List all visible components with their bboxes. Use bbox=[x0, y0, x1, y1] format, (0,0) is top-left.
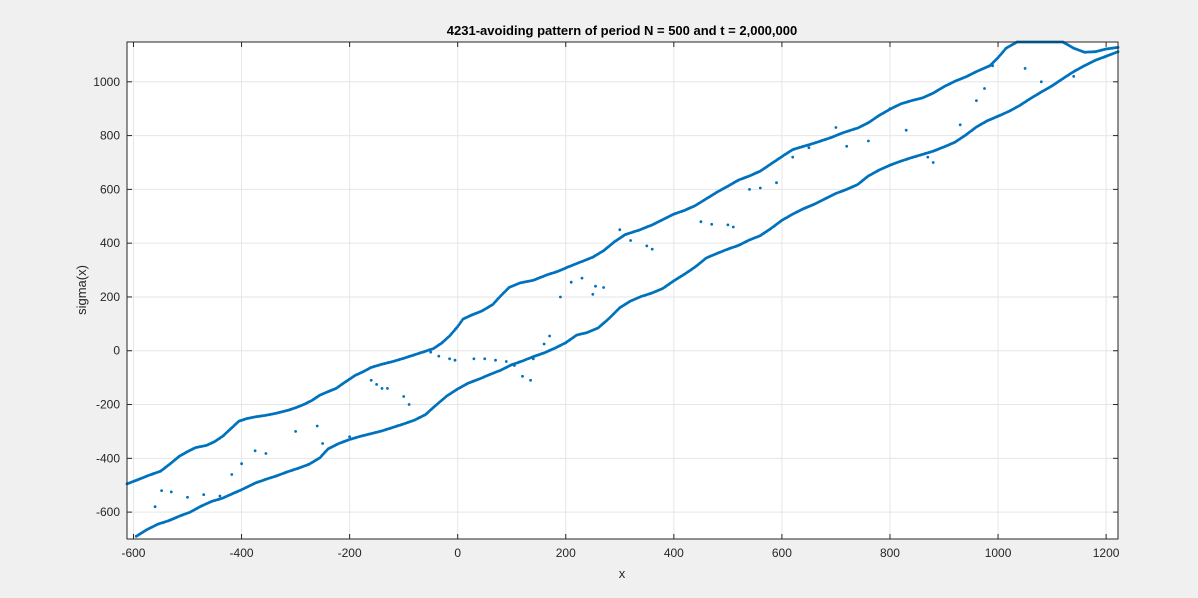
data-point bbox=[926, 155, 930, 159]
data-point bbox=[169, 490, 173, 494]
data-points bbox=[125, 40, 1120, 538]
data-point bbox=[407, 403, 411, 406]
data-point bbox=[448, 357, 451, 361]
y-tick-label: -600 bbox=[96, 505, 120, 519]
data-point bbox=[580, 276, 584, 280]
data-point bbox=[483, 357, 487, 361]
data-point bbox=[888, 107, 892, 111]
grid-lines bbox=[127, 42, 1118, 539]
data-point bbox=[731, 225, 735, 229]
y-tick-label: 1000 bbox=[93, 75, 120, 89]
data-point bbox=[650, 247, 654, 251]
data-point bbox=[710, 222, 714, 226]
data-point bbox=[807, 146, 811, 150]
y-axis-label: sigma(x) bbox=[74, 265, 89, 315]
data-point bbox=[775, 181, 778, 185]
data-point bbox=[153, 505, 157, 509]
data-point bbox=[369, 378, 373, 382]
data-point bbox=[230, 473, 234, 476]
plot-frame bbox=[126, 41, 1119, 540]
data-point bbox=[160, 489, 164, 492]
data-point bbox=[748, 188, 751, 191]
data-point bbox=[629, 239, 632, 242]
data-point bbox=[1039, 80, 1043, 84]
x-tick-label: 1000 bbox=[985, 546, 1012, 560]
y-tick-label: 200 bbox=[100, 290, 120, 304]
data-point bbox=[602, 286, 605, 289]
data-point bbox=[904, 128, 908, 132]
data-point bbox=[348, 435, 351, 439]
data-point bbox=[991, 64, 994, 68]
data-point bbox=[294, 430, 297, 433]
data-point bbox=[594, 284, 597, 288]
data-point bbox=[418, 416, 422, 419]
y-tick-label: 800 bbox=[100, 129, 120, 143]
data-point bbox=[240, 462, 244, 466]
data-point bbox=[537, 353, 541, 357]
data-point bbox=[542, 342, 546, 346]
data-point bbox=[548, 334, 551, 338]
data-point bbox=[845, 144, 849, 148]
x-tick-label: -400 bbox=[230, 546, 254, 560]
axis-ticks: -600 -400 -200 0 200 400 600 800 1000 1200 -600 -40… bbox=[93, 42, 1120, 560]
y-tick-label: -200 bbox=[96, 398, 120, 412]
data-point bbox=[402, 395, 406, 398]
data-point bbox=[867, 139, 870, 143]
data-point bbox=[202, 493, 206, 496]
y-tick-label: 600 bbox=[100, 182, 120, 196]
data-point bbox=[1023, 67, 1027, 70]
data-point bbox=[315, 424, 319, 428]
data-point bbox=[645, 244, 649, 248]
x-tick-label: 400 bbox=[664, 546, 684, 560]
data-point bbox=[834, 126, 838, 129]
data-point bbox=[1050, 84, 1054, 88]
data-point bbox=[975, 99, 978, 102]
data-point bbox=[386, 387, 389, 390]
plot-area bbox=[127, 42, 1118, 539]
data-point bbox=[472, 357, 476, 361]
x-tick-label: 200 bbox=[556, 546, 576, 560]
data-point bbox=[375, 383, 378, 386]
data-point bbox=[958, 123, 962, 127]
data-point bbox=[591, 292, 595, 296]
data-point bbox=[186, 495, 189, 499]
y-tick-label: 400 bbox=[100, 236, 120, 250]
data-point bbox=[380, 387, 384, 390]
data-point bbox=[253, 449, 257, 453]
data-point bbox=[521, 374, 524, 378]
data-point bbox=[321, 442, 324, 445]
x-axis-label: x bbox=[619, 566, 626, 581]
data-point bbox=[931, 161, 935, 164]
data-point bbox=[453, 358, 457, 362]
x-tick-label: -200 bbox=[338, 546, 362, 560]
data-point bbox=[531, 357, 535, 361]
data-point bbox=[494, 358, 497, 362]
data-point bbox=[437, 354, 441, 358]
x-tick-label: 600 bbox=[772, 546, 792, 560]
data-point bbox=[1072, 75, 1076, 78]
y-tick-label: -400 bbox=[96, 451, 120, 465]
data-point bbox=[559, 295, 562, 299]
data-point bbox=[513, 364, 516, 367]
data-point bbox=[504, 360, 508, 363]
data-point bbox=[569, 280, 573, 284]
x-tick-label: 800 bbox=[880, 546, 900, 560]
data-point bbox=[529, 378, 532, 382]
data-point bbox=[983, 87, 986, 90]
data-point bbox=[699, 220, 703, 224]
data-point bbox=[429, 350, 433, 354]
data-point bbox=[791, 155, 795, 159]
x-tick-label: -600 bbox=[121, 546, 145, 560]
x-tick-label: 1200 bbox=[1093, 546, 1120, 560]
x-tick-label: 0 bbox=[454, 546, 461, 560]
chart-title: 4231-avoiding pattern of period N = 500 … bbox=[447, 23, 797, 38]
data-point bbox=[758, 186, 762, 190]
data-point bbox=[218, 494, 222, 498]
y-tick-label: 0 bbox=[113, 344, 120, 358]
data-point bbox=[264, 452, 268, 455]
data-point bbox=[618, 228, 622, 232]
data-point bbox=[726, 223, 730, 227]
